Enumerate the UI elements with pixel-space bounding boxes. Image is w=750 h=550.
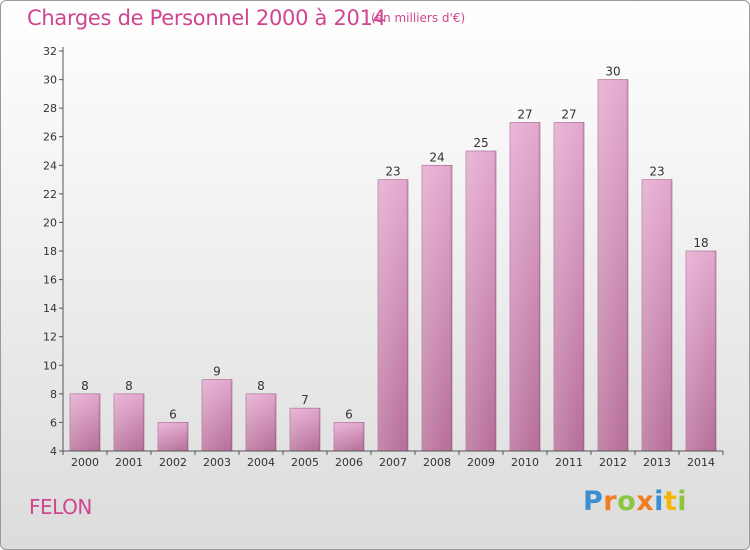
y-tick-label-28: 28 — [43, 102, 57, 115]
data-label-2010: 27 — [517, 107, 532, 121]
bar-shade-2006 — [334, 422, 364, 451]
x-tick-label-2014: 2014 — [687, 456, 715, 469]
y-tick-label-12: 12 — [43, 331, 57, 344]
chart-subtitle: (en milliers d'€) — [371, 11, 466, 25]
data-label-2014: 18 — [693, 236, 708, 250]
x-tick-label-2012: 2012 — [599, 456, 627, 469]
bar-shade-2005 — [290, 408, 320, 451]
bar-shade-2007 — [378, 179, 408, 452]
data-label-2004: 8 — [257, 379, 265, 393]
x-tick-label-2006: 2006 — [335, 456, 363, 469]
bar-shade-2010 — [510, 122, 540, 451]
data-label-2011: 27 — [561, 107, 576, 121]
x-tick-label-2007: 2007 — [379, 456, 407, 469]
bar-shade-2003 — [202, 379, 232, 451]
data-label-2005: 7 — [301, 393, 309, 407]
data-label-2006: 6 — [345, 407, 353, 421]
y-tick-label-20: 20 — [43, 216, 57, 229]
y-tick-label-8: 8 — [50, 388, 57, 401]
data-label-2003: 9 — [213, 365, 221, 379]
logo-letter: o — [617, 486, 637, 517]
logo-letter: x — [636, 486, 655, 517]
bar-shade-2009 — [466, 151, 496, 451]
x-tick-label-2005: 2005 — [291, 456, 319, 469]
data-label-2012: 30 — [605, 65, 620, 79]
x-tick-label-2013: 2013 — [643, 456, 671, 469]
town-name: FELON — [29, 495, 92, 519]
y-tick-label-6: 6 — [50, 416, 57, 429]
y-tick-label-32: 32 — [43, 45, 57, 58]
logo-letter: r — [603, 486, 618, 517]
bar-shade-2011 — [554, 122, 584, 451]
chart-title: Charges de Personnel 2000 à 2014 — [27, 6, 386, 30]
logo-letter: i — [677, 486, 688, 517]
x-tick-label-2000: 2000 — [71, 456, 99, 469]
y-tick-label-26: 26 — [43, 131, 57, 144]
x-tick-label-2004: 2004 — [247, 456, 275, 469]
y-tick-label-18: 18 — [43, 245, 57, 258]
bar-shade-2000 — [70, 393, 100, 451]
y-tick-label-24: 24 — [43, 159, 57, 172]
data-label-2013: 23 — [649, 165, 664, 179]
x-tick-label-2008: 2008 — [423, 456, 451, 469]
data-label-2002: 6 — [169, 407, 177, 421]
bar-shade-2013 — [642, 179, 672, 452]
bar-shade-2012 — [598, 79, 628, 452]
y-tick-label-22: 22 — [43, 188, 57, 201]
x-tick-label-2011: 2011 — [555, 456, 583, 469]
y-tick-label-16: 16 — [43, 274, 57, 287]
logo-letter: P — [583, 486, 604, 517]
y-tick-label-4: 4 — [50, 445, 57, 458]
x-tick-label-2010: 2010 — [511, 456, 539, 469]
proxiti-logo[interactable]: Proxiti — [583, 486, 687, 517]
bars-group: 8 8 6 9 8 7 6 23 24 25 27 27 30 23 18 — [69, 65, 717, 452]
x-tick-label-2001: 2001 — [115, 456, 143, 469]
x-tick-label-2009: 2009 — [467, 456, 495, 469]
axes-group: 4 6 8 10 12 14 16 18 20 22 24 26 28 30 32 2000 2001 2002 2… — [43, 45, 724, 469]
bar-shade-2008 — [422, 165, 452, 452]
bar-shade-2002 — [158, 422, 188, 451]
data-label-2000: 8 — [81, 379, 89, 393]
logo-letter: t — [663, 486, 678, 517]
x-tick-label-2002: 2002 — [159, 456, 187, 469]
bar-shade-2004 — [246, 393, 276, 451]
bar-shade-2014 — [686, 251, 716, 451]
data-label-2009: 25 — [473, 136, 488, 150]
y-tick-label-30: 30 — [43, 74, 57, 87]
data-label-2001: 8 — [125, 379, 133, 393]
y-tick-label-10: 10 — [43, 359, 57, 372]
data-label-2007: 23 — [385, 165, 400, 179]
bar-shade-2001 — [114, 393, 144, 451]
x-tick-label-2003: 2003 — [203, 456, 231, 469]
logo-letter: i — [654, 486, 664, 517]
y-tick-label-14: 14 — [43, 302, 57, 315]
data-label-2008: 24 — [429, 150, 444, 164]
